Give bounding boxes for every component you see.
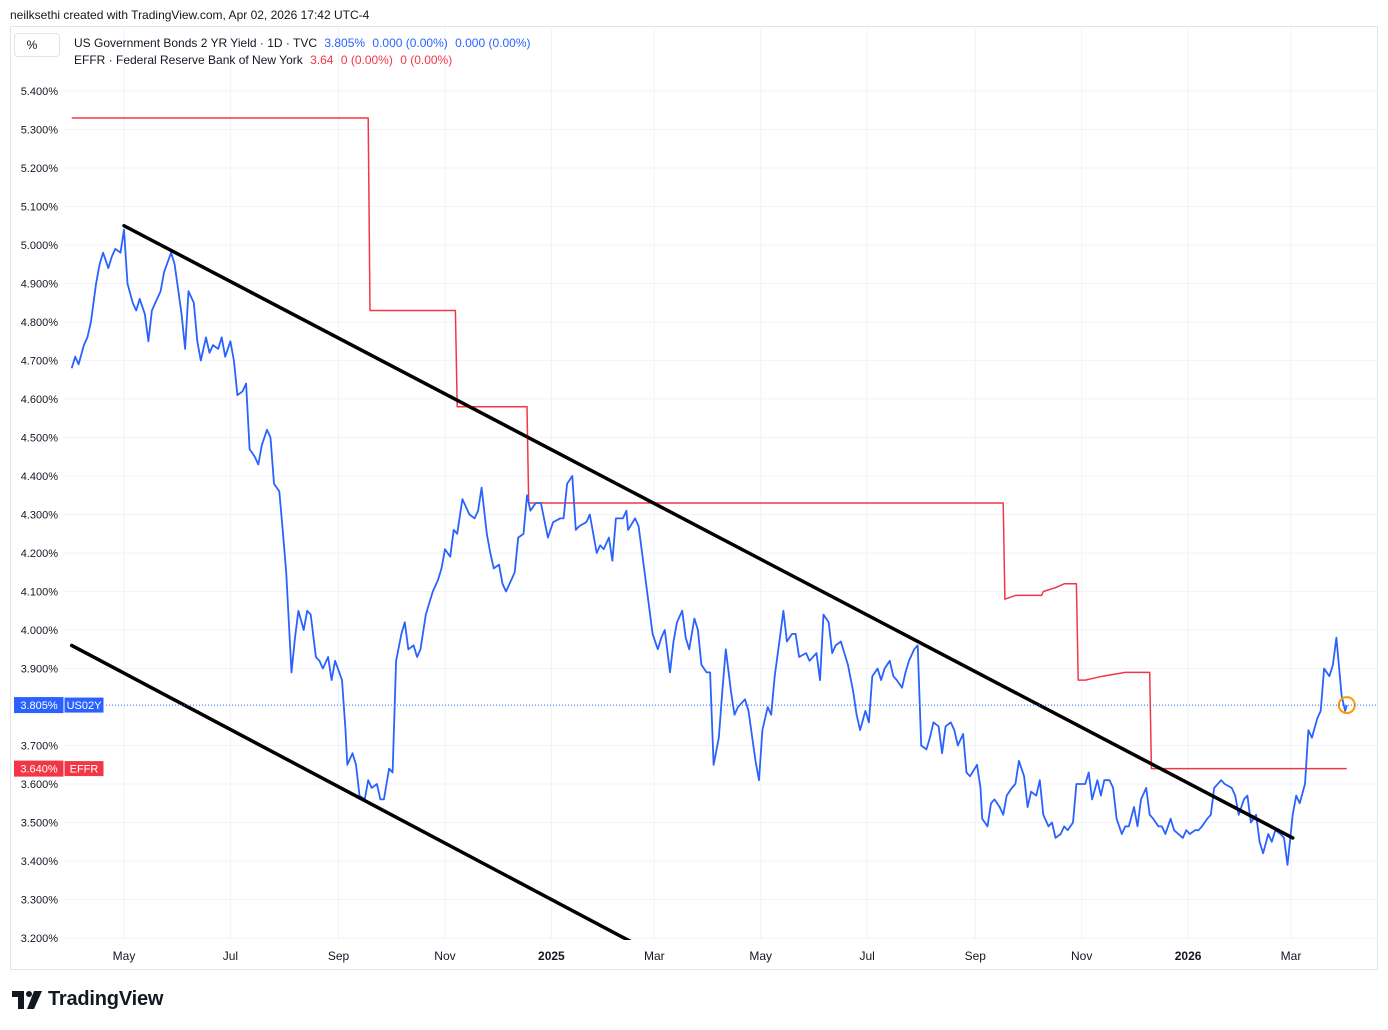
legend-series-name: EFFR · Federal Reserve Bank of New York <box>74 53 303 67</box>
legend-series-change: 0.000 (0.00%) <box>372 36 448 50</box>
us02y-series <box>70 228 1348 866</box>
trendlines <box>69 224 1295 945</box>
legend-series-value: 3.64 <box>310 53 334 67</box>
x-tick-label: 2026 <box>1175 949 1202 963</box>
y-tick-label: 3.900% <box>21 664 59 676</box>
x-tick-label: Jul <box>223 949 238 963</box>
x-tick-label: May <box>749 949 772 963</box>
y-tick-label: 3.600% <box>21 779 59 791</box>
y-tick-label: 5.300% <box>21 125 59 137</box>
legend-row-us02y[interactable]: US Government Bonds 2 YR Yield · 1D · TV… <box>74 35 535 52</box>
tradingview-logo[interactable]: TradingView <box>12 988 163 1011</box>
y-axis: 5.400% 5.300% 5.200% 5.100% 5.000% 4.900% 4.80… <box>21 86 59 945</box>
x-tick-label: Nov <box>1071 949 1092 963</box>
legend-series-change: 0.000 (0.00%) <box>455 36 531 50</box>
y-tick-label: 4.300% <box>21 510 59 522</box>
unit-toggle-button[interactable]: % <box>14 33 60 57</box>
price-tag-symbol: EFFR <box>70 764 99 776</box>
x-tick-label: Sep <box>965 949 987 963</box>
legend-series-value: 3.805% <box>324 36 366 50</box>
price-tag-value-bg <box>14 697 64 714</box>
x-tick-label: Sep <box>328 949 350 963</box>
y-tick-label: 4.200% <box>21 548 59 560</box>
y-tick-label: 3.200% <box>21 933 59 945</box>
price-tag-symbol: US02Y <box>67 700 103 712</box>
y-tick-label: 4.000% <box>21 625 59 637</box>
price-tag-value-bg <box>14 760 64 777</box>
x-tick-label: May <box>113 949 136 963</box>
y-tick-label: 3.500% <box>21 818 59 830</box>
x-tick-label: Mar <box>644 949 665 963</box>
trendline[interactable] <box>69 643 639 945</box>
y-tick-label: 5.000% <box>21 240 59 252</box>
legend-series-name: US Government Bonds 2 YR Yield · 1D · TV… <box>74 36 317 50</box>
price-tag-value: 3.640% <box>20 764 58 776</box>
markers <box>1337 696 1356 715</box>
series-line-effr[interactable] <box>71 117 1347 770</box>
unit-label: % <box>26 38 38 52</box>
y-tick-label: 4.500% <box>21 433 59 445</box>
x-tick-label: Jul <box>859 949 874 963</box>
tradingview-logo-text: TradingView <box>48 988 164 1010</box>
y-tick-label: 5.400% <box>21 86 59 98</box>
price-tags: 3.805% US02Y 3.640% EFFR <box>14 696 1378 778</box>
y-tick-label: 5.200% <box>21 163 59 175</box>
tradingview-logo-icon <box>12 990 42 1009</box>
price-tag-symbol-bg <box>63 760 105 778</box>
trendline[interactable] <box>122 224 1295 840</box>
legend: US Government Bonds 2 YR Yield · 1D · TV… <box>74 35 535 69</box>
x-tick-label: 2025 <box>538 949 565 963</box>
y-tick-label: 5.100% <box>21 202 59 214</box>
effr-series <box>71 117 1347 770</box>
legend-row-effr[interactable]: EFFR · Federal Reserve Bank of New York … <box>74 52 535 69</box>
y-tick-label: 3.700% <box>21 741 59 753</box>
y-tick-label: 4.600% <box>21 394 59 406</box>
chart-frame <box>10 26 1378 970</box>
y-tick-label: 4.900% <box>21 279 59 291</box>
series-line-us02y[interactable] <box>70 228 1348 866</box>
legend-series-change: 0 (0.00%) <box>340 53 393 67</box>
last-value-marker <box>1337 696 1356 715</box>
legend-series-change: 0 (0.00%) <box>400 53 453 67</box>
x-axis: May Jul Sep Nov 2025 Mar May Jul Sep Nov 2026 Mar <box>113 949 1302 963</box>
chart-credit: neilksethi created with TradingView.com,… <box>10 8 370 22</box>
y-tick-label: 3.300% <box>21 895 59 907</box>
x-tick-label: Nov <box>434 949 455 963</box>
y-tick-label: 4.100% <box>21 587 59 599</box>
y-tick-label: 4.700% <box>21 356 59 368</box>
y-tick-label: 4.800% <box>21 317 59 329</box>
price-tag-symbol-bg <box>63 696 105 714</box>
price-tag-value: 3.805% <box>20 700 58 712</box>
x-tick-label: Mar <box>1281 949 1302 963</box>
y-tick-label: 3.400% <box>21 856 59 868</box>
y-tick-label: 4.400% <box>21 471 59 483</box>
grid <box>64 28 1378 940</box>
